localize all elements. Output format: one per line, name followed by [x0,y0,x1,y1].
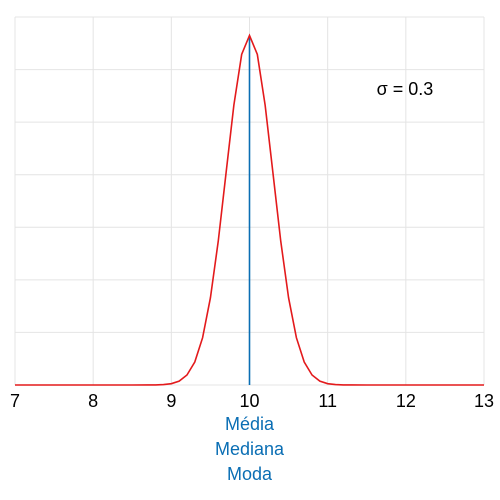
x-tick-label: 10 [239,391,259,411]
curve [15,33,484,386]
annotation: σ = 0.3 [377,79,434,99]
x-tick-label: 8 [88,391,98,411]
center-label: Mediana [215,439,285,459]
x-tick-label: 12 [396,391,416,411]
center-label: Moda [227,464,273,484]
x-tick-label: 7 [10,391,20,411]
x-tick-label: 13 [474,391,494,411]
center-label: Média [225,414,275,434]
x-tick-label: 9 [166,391,176,411]
x-tick-label: 11 [318,391,337,411]
